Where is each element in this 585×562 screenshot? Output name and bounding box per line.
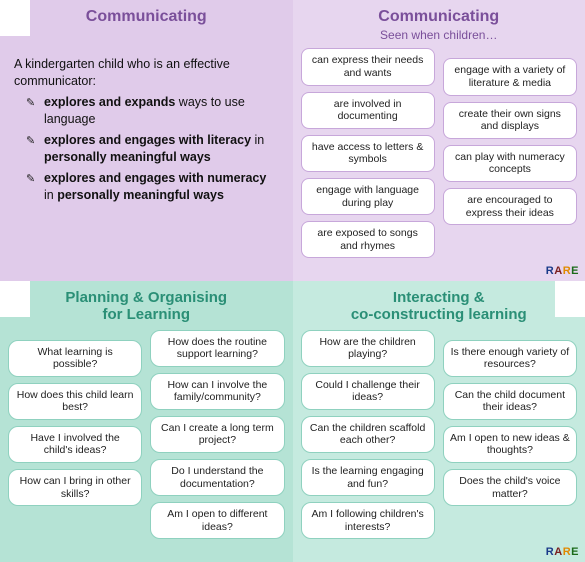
pill: engage with language during play [301,178,435,215]
panel-title: Interacting & co-constructing learning [301,289,578,324]
pill: How does this child learn best? [8,383,142,420]
pill: How can I bring in other skills? [8,469,142,506]
intro-lead: A kindergarten child who is an effective… [14,56,279,90]
pill: Have I involved the child's ideas? [8,426,142,463]
corner-notch [0,281,30,317]
pill: can play with numeracy concepts [443,145,577,182]
pill-col-right: How does the routine support learning? H… [150,330,284,537]
bullet: explores and engages with numeracy in pe… [30,170,279,204]
pill: Does the child's voice matter? [443,469,577,506]
corner-notch [0,0,30,36]
pill: Is there enough variety of resources? [443,340,577,377]
pill: Do I understand the documentation? [150,459,284,496]
pill: Can I create a long term project? [150,416,284,453]
pill: have access to letters & symbols [301,135,435,172]
corner-notch [555,281,585,317]
panel-bottom-left: Planning & Organising for Learning What … [0,281,293,562]
pill-col-right: Is there enough variety of resources? Ca… [443,330,577,537]
bullet: explores and expands ways to use languag… [30,94,279,128]
pill: Is the learning engaging and fun? [301,459,435,496]
pill: create their own signs and displays [443,102,577,139]
pill: Am I following children's interests? [301,502,435,539]
panel-title: Communicating [301,8,578,26]
pill: Can the child document their ideas? [443,383,577,420]
panel-subtitle: Seen when children… [301,28,578,42]
pill: engage with a variety of literature & me… [443,58,577,95]
pill: Can the children scaffold each other? [301,416,435,453]
pill: How are the children playing? [301,330,435,367]
intro-bullets: explores and expands ways to use languag… [14,94,279,203]
panel-bottom-right: Interacting & co-constructing learning H… [293,281,585,562]
pill-columns: can express their needs and wants are in… [301,48,578,269]
pill-col-left: What learning is possible? How does this… [8,330,142,537]
intro-text: A kindergarten child who is an effective… [8,56,285,203]
pill: Could I challenge their ideas? [301,373,435,410]
page: Communicating A kindergarten child who i… [0,0,585,562]
bullet: explores and engages with literacy in pe… [30,132,279,166]
pill: can express their needs and wants [301,48,435,85]
pill: are exposed to songs and rhymes [301,221,435,258]
pill-columns: What learning is possible? How does this… [8,330,285,537]
logo: RARE [546,546,579,558]
pill: What learning is possible? [8,340,142,377]
panel-title: Planning & Organising for Learning [8,289,285,324]
pill-columns: How are the children playing? Could I ch… [301,330,578,537]
pill: Am I open to different ideas? [150,502,284,539]
pill-col-left: How are the children playing? Could I ch… [301,330,435,537]
pill: How does the routine support learning? [150,330,284,367]
pill: are encouraged to express their ideas [443,188,577,225]
logo: RARE [546,265,579,277]
pill: How can I involve the family/community? [150,373,284,410]
pill-col-right: engage with a variety of literature & me… [443,48,577,269]
panel-title: Communicating [8,8,285,26]
pill-col-left: can express their needs and wants are in… [301,48,435,269]
pill: are involved in documenting [301,92,435,129]
panel-top-right: Communicating Seen when children… can ex… [293,0,585,281]
pill: Am I open to new ideas & thoughts? [443,426,577,463]
panel-top-left: Communicating A kindergarten child who i… [0,0,293,281]
